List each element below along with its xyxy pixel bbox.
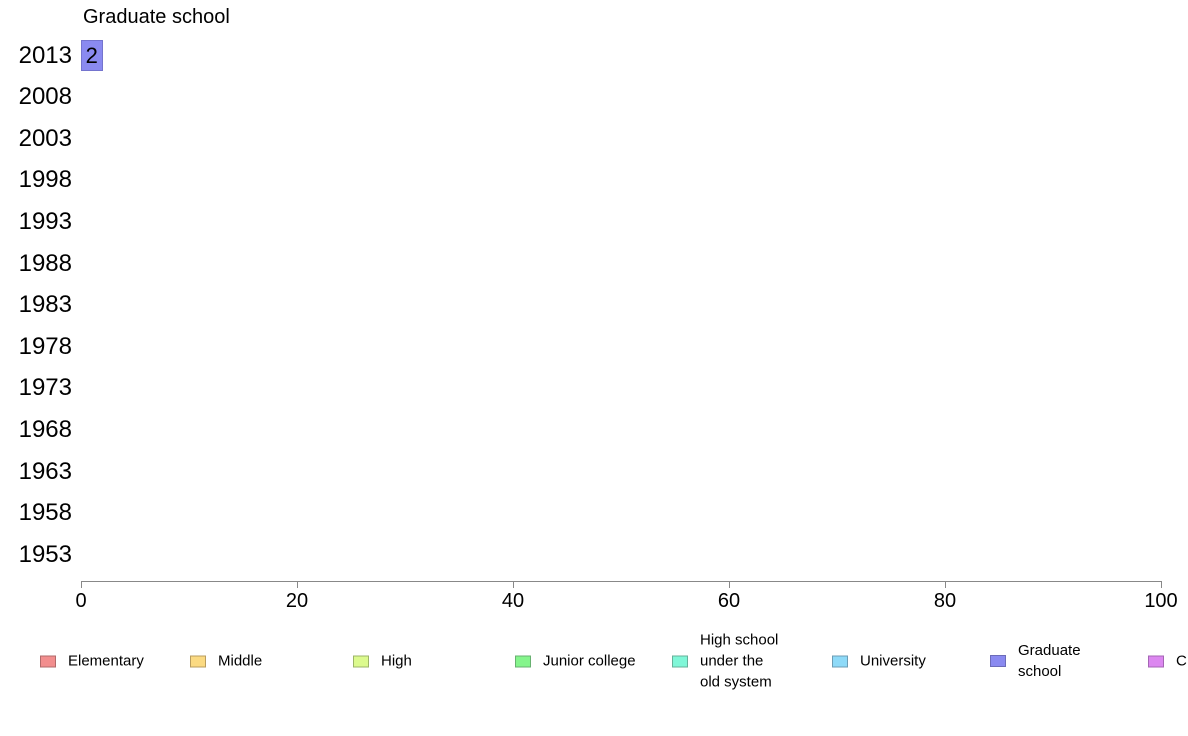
x-tick-mark-0 <box>81 582 82 588</box>
y-axis-label-1973: 1973 <box>18 374 72 402</box>
legend-swatch-elementary <box>40 655 56 667</box>
legend-swatch-middle <box>190 655 206 667</box>
x-tick-label-20: 20 <box>285 590 309 612</box>
y-axis-label-2008: 2008 <box>18 83 72 111</box>
x-tick-label-0: 0 <box>75 590 87 612</box>
chart-title: Graduate school <box>83 6 230 28</box>
y-axis-label-1953: 1953 <box>18 540 72 568</box>
y-axis-label-1963: 1963 <box>18 457 72 485</box>
x-tick-label-60: 60 <box>717 590 741 612</box>
legend-item-high-school-under-the-old-system[interactable]: High school under the old system <box>672 630 778 693</box>
y-axis-label-1958: 1958 <box>18 499 72 527</box>
y-axis-label-1993: 1993 <box>18 207 72 235</box>
bar-2013[interactable]: 2 <box>81 40 103 71</box>
x-tick-mark-60 <box>729 582 730 588</box>
legend-swatch-c <box>1148 655 1164 667</box>
legend-item-junior-college[interactable]: Junior college <box>515 651 636 672</box>
legend-label-c: C <box>1176 652 1187 670</box>
x-tick-mark-100 <box>1161 582 1162 588</box>
legend-label-elementary: Elementary <box>68 652 144 670</box>
y-axis-label-1968: 1968 <box>18 415 72 443</box>
legend-item-elementary[interactable]: Elementary <box>40 651 144 672</box>
y-axis-label-1983: 1983 <box>18 291 72 319</box>
legend-swatch-high-school-under-the-old-system <box>672 655 688 667</box>
legend-label-university: University <box>860 652 926 670</box>
legend-swatch-graduate-school <box>990 655 1006 667</box>
legend-label-high: High <box>381 652 412 670</box>
x-tick-mark-40 <box>513 582 514 588</box>
legend-swatch-university <box>832 655 848 667</box>
x-tick-label-40: 40 <box>501 590 525 612</box>
legend-label-graduate-school: Graduate school <box>1018 642 1081 680</box>
legend-swatch-high <box>353 655 369 667</box>
legend-item-middle[interactable]: Middle <box>190 651 262 672</box>
legend-label-high-school-under-the-old-system: High school under the old system <box>700 631 779 691</box>
y-axis-label-1998: 1998 <box>18 166 72 194</box>
x-tick-mark-20 <box>297 582 298 588</box>
x-tick-label-80: 80 <box>933 590 957 612</box>
legend-swatch-junior-college <box>515 655 531 667</box>
legend-label-junior-college: Junior college <box>543 652 636 670</box>
legend-item-graduate-school[interactable]: Graduate school <box>990 640 1081 682</box>
y-axis-label-2013: 2013 <box>18 41 72 69</box>
legend-item-high[interactable]: High <box>353 651 412 672</box>
y-axis-label-1988: 1988 <box>18 249 72 277</box>
y-axis-label-1978: 1978 <box>18 332 72 360</box>
x-tick-label-100: 100 <box>1144 590 1178 612</box>
legend-item-c[interactable]: C <box>1148 651 1187 672</box>
x-axis-line <box>81 581 1162 582</box>
legend-label-middle: Middle <box>218 652 263 670</box>
x-tick-mark-80 <box>945 582 946 588</box>
bar-value-label: 2 <box>85 42 98 68</box>
legend-item-university[interactable]: University <box>832 651 926 672</box>
y-axis-label-2003: 2003 <box>18 124 72 152</box>
